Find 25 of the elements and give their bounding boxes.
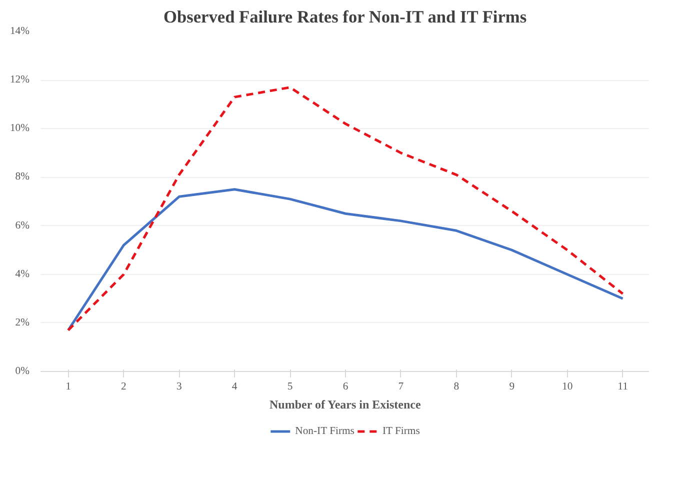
x-axis-title: Number of Years in Existence xyxy=(270,398,422,412)
line-series xyxy=(66,188,624,332)
x-tick-label: 1 xyxy=(66,382,71,392)
x-tick-label: 8 xyxy=(454,382,460,392)
y-tick-label: 4% xyxy=(15,268,30,280)
x-tick-label: 9 xyxy=(509,382,515,392)
y-tick-label: 6% xyxy=(15,220,30,232)
x-tick-label: 2 xyxy=(121,382,126,392)
y-tick-label: 14% xyxy=(10,26,30,37)
y-tick-label: 12% xyxy=(10,74,30,86)
chart-title: Observed Failure Rates for Non-IT and IT Firms xyxy=(163,8,527,26)
legend-label: IT Firms xyxy=(382,425,420,437)
y-tick-label: 10% xyxy=(10,123,30,134)
x-tick-label: 11 xyxy=(618,382,628,392)
x-tick-label: 5 xyxy=(287,382,293,392)
x-tick-label: 7 xyxy=(398,382,404,392)
y-tick-label: 2% xyxy=(15,317,30,328)
x-tick-label: 10 xyxy=(562,382,573,392)
x-tick-label: 3 xyxy=(176,382,182,392)
y-tick-label: 8% xyxy=(15,172,30,183)
y-tick-label: 0% xyxy=(15,366,30,377)
x-tick-label: 4 xyxy=(232,382,238,392)
line-series xyxy=(66,86,624,332)
legend-label: Non-IT Firms xyxy=(295,425,354,437)
x-tick-label: 6 xyxy=(342,382,349,392)
